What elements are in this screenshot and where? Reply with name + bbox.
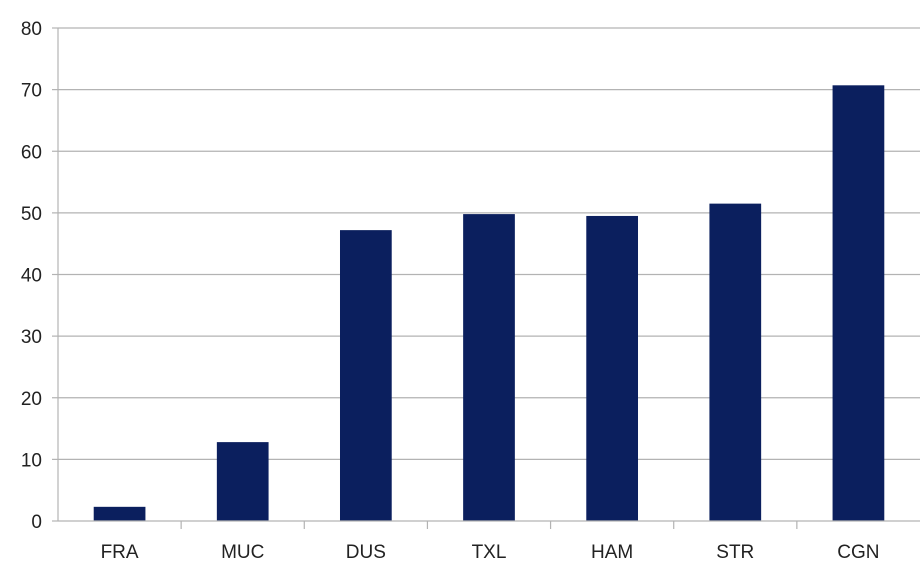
- x-category-label: DUS: [346, 542, 386, 561]
- y-tick-label: 10: [21, 450, 42, 471]
- y-tick-label: 80: [21, 19, 42, 40]
- x-category-label: FRA: [101, 542, 139, 561]
- bar-txl: [463, 214, 515, 522]
- axis-labels: 0 10 20 30 40 50 60 70 80 FRA MUC DUS TXL HAM STR CGN: [21, 19, 880, 561]
- y-tick-label: 60: [21, 142, 42, 163]
- y-tick-label: 70: [21, 81, 42, 102]
- bar-ham: [586, 215, 639, 522]
- bar-fra: [93, 506, 146, 521]
- x-category-label: MUC: [221, 542, 264, 561]
- x-category-label: HAM: [591, 542, 633, 561]
- bars: [93, 85, 885, 522]
- bar-muc: [216, 442, 269, 521]
- bar-dus: [339, 230, 392, 521]
- x-category-label: STR: [716, 542, 754, 561]
- y-tick-label: 20: [21, 389, 42, 410]
- bar-str: [709, 203, 762, 521]
- y-tick-label: 30: [21, 327, 42, 348]
- x-category-label: CGN: [837, 542, 879, 561]
- y-tick-label: 0: [31, 512, 42, 533]
- x-category-label: TXL: [472, 542, 507, 561]
- y-tick-label: 50: [21, 204, 42, 225]
- y-tick-label: 40: [21, 266, 42, 287]
- bar-cgn: [832, 85, 885, 521]
- axes: [52, 27, 920, 529]
